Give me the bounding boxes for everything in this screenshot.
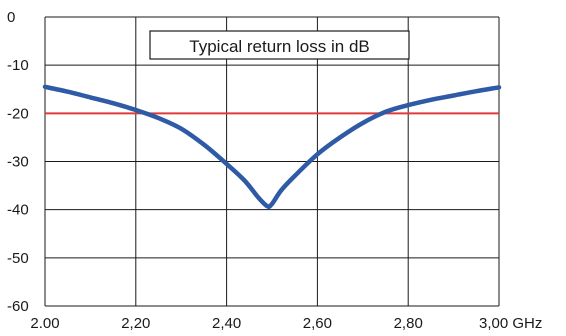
y-tick-label: -10 (7, 57, 29, 74)
series-layer (42, 84, 502, 209)
x-tick-label: 3,00 GHz (479, 315, 542, 332)
x-tick-label: 2,20 (121, 315, 150, 332)
x-tick-label: 2,80 (394, 315, 423, 332)
x-tick-label: 2.00 (30, 315, 59, 332)
y-tick-label: 0 (7, 9, 15, 26)
y-tick-label: -60 (7, 298, 29, 315)
return-loss-series-line (42, 84, 502, 209)
y-tick-label: -20 (7, 105, 29, 122)
y-tick-label: -40 (7, 202, 29, 219)
x-tick-labels: 2.00 2,20 2,40 2,60 2,80 3,00 GHz (30, 315, 542, 332)
grid (44, 16, 500, 307)
x-tick-label: 2,60 (303, 315, 332, 332)
chart-title-box: Typical return loss in dB (149, 30, 410, 60)
chart-title: Typical return loss in dB (189, 37, 369, 56)
y-tick-label: -30 (7, 154, 29, 171)
y-tick-labels: 0 -10 -20 -30 -40 -50 -60 (7, 9, 29, 315)
y-tick-label: -50 (7, 250, 29, 267)
x-tick-label: 2,40 (212, 315, 241, 332)
